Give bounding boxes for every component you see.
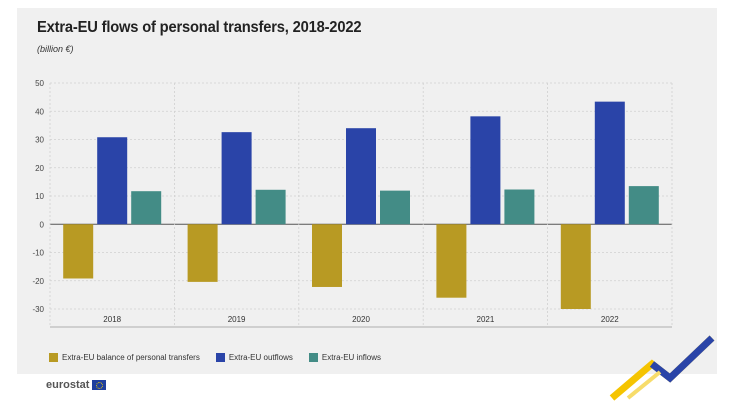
eu-flag-icon [92,380,107,390]
legend-label-balance: Extra-EU balance of personal transfers [62,353,200,362]
eurostat-decoration-icon [609,335,715,401]
x-tick-label: 2022 [601,315,619,324]
x-tick-label: 2019 [228,315,246,324]
bar-inflows [504,189,535,225]
bar-outflows [221,132,252,225]
y-tick-label: -30 [32,305,44,314]
x-tick-label: 2020 [352,315,370,324]
bar-balance [560,224,591,309]
legend-item-outflows: Extra-EU outflows [215,353,293,362]
bar-balance [312,224,342,287]
legend-label-inflows: Extra-EU inflows [321,353,381,362]
y-tick-label: -20 [32,277,44,286]
bar-outflows [594,101,625,225]
bar-balance [187,224,218,282]
legend-label-outflows: Extra-EU outflows [228,353,293,362]
y-tick-label: 30 [35,136,44,145]
legend-swatch-outflows [215,353,225,362]
bar-inflows [628,186,659,225]
x-tick-label: 2021 [477,315,495,324]
y-tick-label: 10 [35,192,44,201]
eurostat-logo: eurostat [46,379,107,391]
bar-outflows [470,116,501,225]
logo-text: eurostat [46,379,90,391]
legend-item-inflows: Extra-EU inflows [308,353,381,362]
chart-legend: Extra-EU balance of personal transfers E… [49,353,397,362]
bar-balance [63,224,94,279]
bar-balance [436,224,467,298]
bar-inflows [131,191,162,225]
chart-title: Extra-EU flows of personal transfers, 20… [37,19,362,36]
legend-item-balance: Extra-EU balance of personal transfers [49,353,200,362]
y-tick-label: 0 [40,220,45,229]
y-tick-label: 40 [35,107,44,116]
legend-swatch-inflows [308,353,318,362]
bar-inflows [255,189,286,225]
chart-unit: (billion €) [37,44,74,54]
bar-outflows [346,128,376,225]
y-tick-label: 50 [35,79,44,88]
bar-inflows [380,190,410,225]
bar-outflows [97,137,128,225]
legend-swatch-balance [49,353,58,362]
y-tick-label: -10 [32,249,44,258]
x-tick-label: 2018 [103,315,121,324]
y-tick-label: 20 [35,164,44,173]
